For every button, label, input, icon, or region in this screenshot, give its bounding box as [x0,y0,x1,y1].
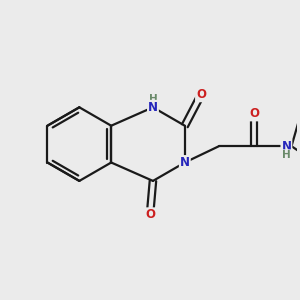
Text: N: N [148,101,158,114]
Text: H: H [148,94,157,104]
Text: N: N [180,156,190,169]
Text: N: N [281,140,291,153]
Text: H: H [282,150,291,160]
Text: O: O [196,88,206,101]
Text: O: O [145,208,155,221]
Text: O: O [249,107,259,120]
